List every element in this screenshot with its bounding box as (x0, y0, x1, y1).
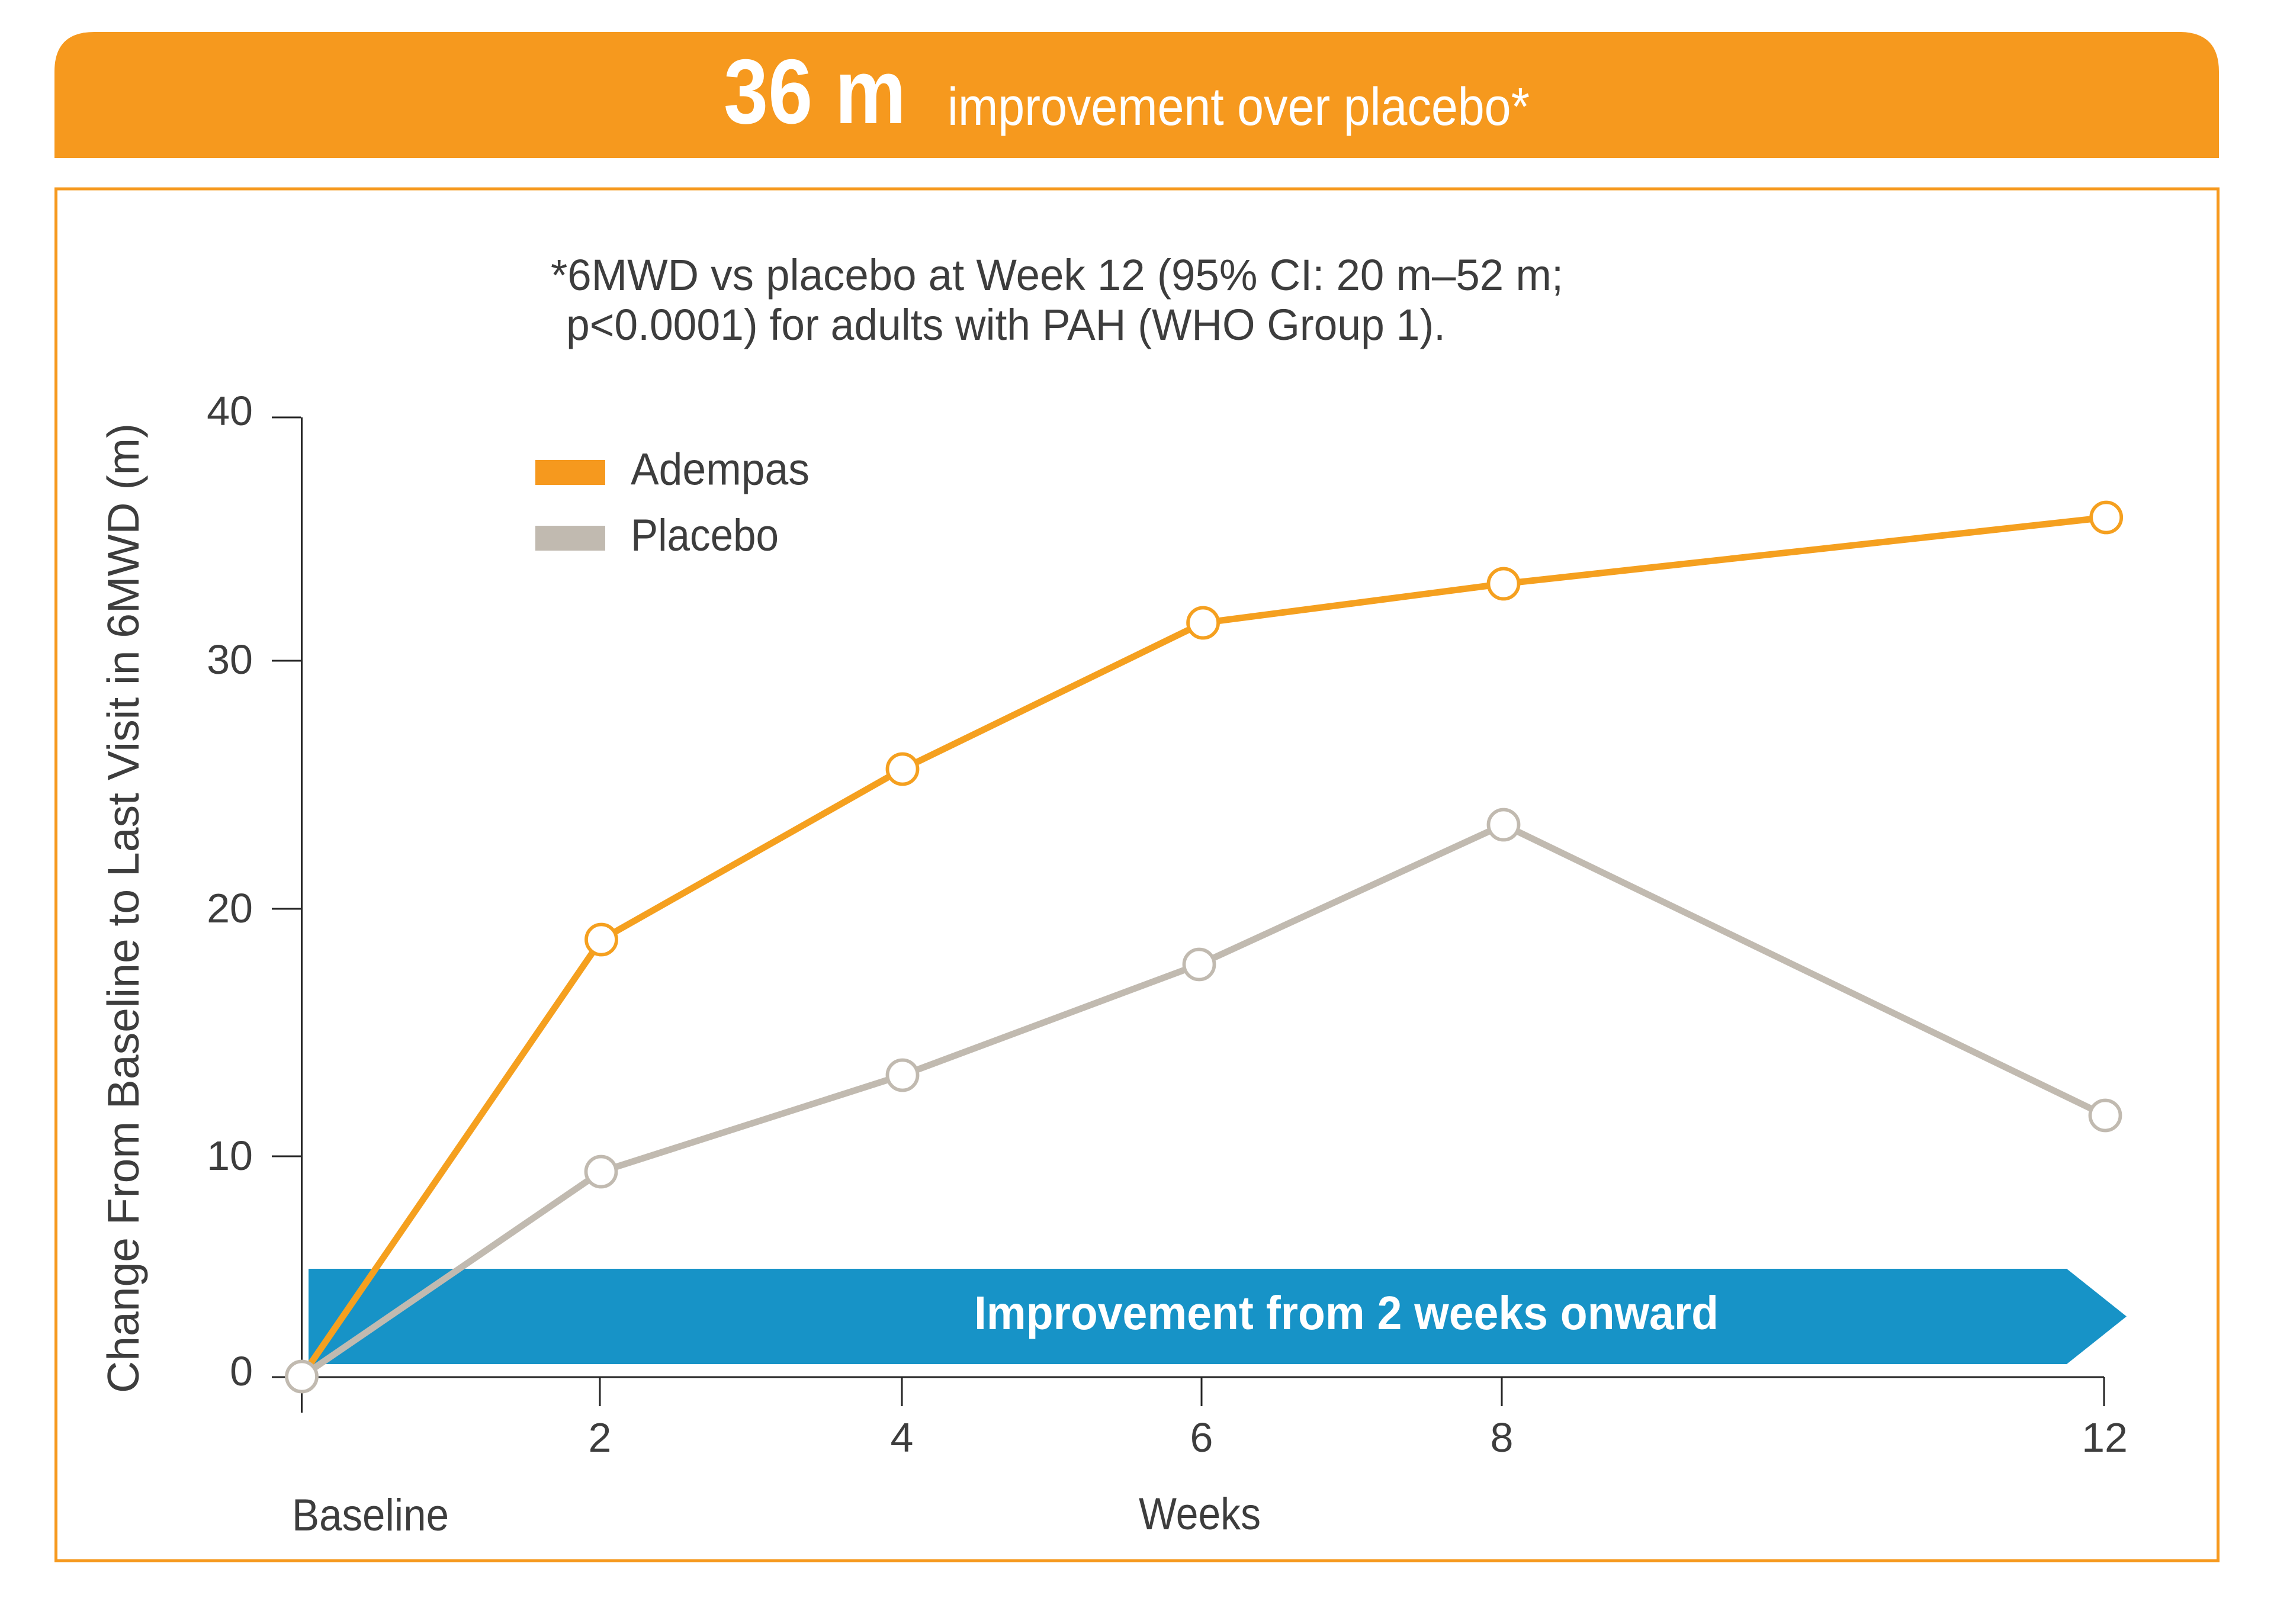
svg-text:Improvement from 2 weeks onwar: Improvement from 2 weeks onward (974, 1287, 1719, 1339)
svg-text:36 m: 36 m (724, 40, 906, 143)
svg-text:8: 8 (1491, 1414, 1514, 1461)
svg-text:6: 6 (1190, 1414, 1213, 1461)
svg-text:Baseline: Baseline (292, 1490, 449, 1541)
svg-text:Change From Baseline to Last V: Change From Baseline to Last Visit in 6M… (98, 423, 148, 1393)
svg-text:12: 12 (2082, 1414, 2128, 1461)
svg-text:Placebo: Placebo (631, 510, 779, 561)
svg-text:30: 30 (207, 636, 253, 683)
svg-text:40: 40 (207, 388, 253, 434)
svg-text:*6MWD vs placebo at Week 12 (9: *6MWD vs placebo at Week 12 (95% CI: 20 … (551, 250, 1563, 300)
svg-text:Adempas: Adempas (631, 445, 810, 495)
svg-text:2: 2 (589, 1414, 612, 1461)
svg-text:20: 20 (207, 885, 253, 931)
svg-text:improvement over placebo*: improvement over placebo* (948, 78, 1530, 137)
svg-text:10: 10 (207, 1133, 253, 1179)
svg-text:4: 4 (891, 1414, 914, 1461)
svg-text:p<0.0001) for adults with PAH: p<0.0001) for adults with PAH (WHO Group… (566, 300, 1446, 349)
svg-text:0: 0 (230, 1348, 253, 1394)
svg-text:Weeks: Weeks (1139, 1489, 1261, 1539)
